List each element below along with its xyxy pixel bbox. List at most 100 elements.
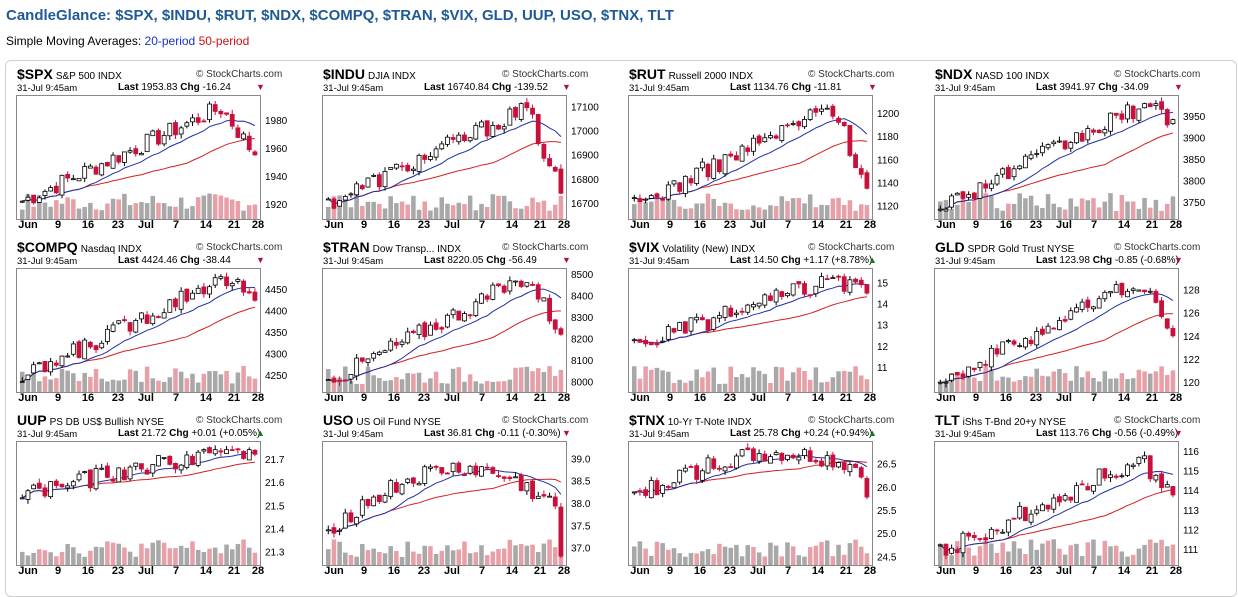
candle xyxy=(376,350,382,356)
candle xyxy=(830,103,836,120)
volume-bar xyxy=(1006,377,1011,392)
candle xyxy=(156,315,161,319)
candle xyxy=(1159,97,1164,114)
candle xyxy=(762,450,768,462)
volume-bar xyxy=(133,203,139,219)
chart-panel-gld[interactable]: GLD SPDR Gold Trust NYSE © StockCharts.com… xyxy=(934,239,1224,410)
volume-bar xyxy=(184,378,190,392)
candle xyxy=(734,453,739,470)
x-tick-label: 7 xyxy=(172,392,180,404)
volume-bar xyxy=(739,209,745,219)
volume-bar xyxy=(1085,542,1091,565)
chart-panel-compq[interactable]: $COMPQ Nasdaq INDX © StockCharts.com 31-Jul… xyxy=(16,239,306,410)
chart-panel-tnx[interactable]: $TNX 10-Yr T-Note INDX © StockCharts.com 31… xyxy=(628,412,918,583)
volume-bar xyxy=(541,200,547,219)
candle xyxy=(994,344,1000,357)
volume-bar xyxy=(796,367,802,392)
volume-bar xyxy=(688,208,694,219)
candle xyxy=(127,147,133,154)
candle xyxy=(122,151,127,166)
candle xyxy=(836,274,841,281)
timestamp: 31-Jul 9:45am xyxy=(17,83,78,94)
volume-bar xyxy=(734,377,739,392)
volume-bar xyxy=(1028,376,1034,392)
candle xyxy=(65,482,71,492)
candle xyxy=(484,463,490,471)
candle xyxy=(745,303,751,315)
candle xyxy=(348,192,354,198)
volume-bar xyxy=(649,369,654,392)
chart-panel-rut[interactable]: $RUT Russell 2000 INDX © StockCharts.com 31… xyxy=(628,66,918,237)
candle xyxy=(1051,493,1057,513)
volume-bar xyxy=(490,194,496,219)
volume-bar xyxy=(207,548,212,565)
volume-bar xyxy=(224,197,229,219)
candle xyxy=(518,279,524,289)
volume-bar xyxy=(535,202,541,219)
volume-bar xyxy=(331,539,337,565)
volume-bar xyxy=(847,371,853,392)
volume-bar xyxy=(1034,368,1040,392)
candle xyxy=(462,472,467,477)
x-tick-label: 9 xyxy=(972,219,980,231)
volume-bar xyxy=(1096,555,1102,565)
down-arrow-icon: ▼ xyxy=(562,428,571,438)
candle xyxy=(960,530,966,558)
down-arrow-icon: ▼ xyxy=(256,255,265,265)
candle xyxy=(428,152,433,162)
candle xyxy=(59,483,65,488)
x-tick-label: 7 xyxy=(1090,392,1098,404)
symbol-name: Volatility (New) INDX xyxy=(662,244,756,255)
candle xyxy=(535,491,541,499)
candle xyxy=(462,131,467,143)
volume-bar xyxy=(360,383,365,392)
candle xyxy=(93,344,99,354)
volume-bar xyxy=(110,198,116,219)
candle xyxy=(1108,291,1113,297)
chart-panel-ndx[interactable]: $NDX NASD 100 INDX © StockCharts.com 31-Jul… xyxy=(934,66,1224,237)
volume-bar xyxy=(819,204,824,219)
candle xyxy=(648,341,654,346)
y-tick-label: 3850 xyxy=(1183,155,1206,166)
volume-bar xyxy=(1062,554,1068,565)
candle xyxy=(530,478,535,502)
volume-bar xyxy=(768,382,773,392)
stockcharts-credit: © StockCharts.com xyxy=(196,242,283,253)
candle xyxy=(677,469,683,485)
volume-bar xyxy=(819,382,824,392)
volume-bar xyxy=(1074,543,1079,565)
y-tick-label: 39.0 xyxy=(571,454,591,465)
candle xyxy=(694,463,700,484)
symbol-name: SPDR Gold Trust NYSE xyxy=(967,244,1075,255)
chart-panel-tlt[interactable]: TLT iShs T-Bnd 20+y NYSE © StockCharts.com… xyxy=(934,412,1224,583)
candle xyxy=(728,305,734,318)
chart-panel-tran[interactable]: $TRAN Dow Transp... INDX © StockCharts.com… xyxy=(322,239,612,410)
candle xyxy=(450,307,456,319)
chart-panel-uso[interactable]: USO US Oil Fund NYSE © StockCharts.com 31-J… xyxy=(322,412,612,583)
last-price: Last 36.81 Chg -0.11 (-0.30%) xyxy=(424,428,561,439)
candle xyxy=(371,173,377,178)
volume-bar xyxy=(496,195,501,219)
volume-bar xyxy=(1130,378,1136,392)
candle xyxy=(190,114,195,127)
chart-panel-spx[interactable]: $SPX S&P 500 INDX © StockCharts.com 31-Jul … xyxy=(16,66,306,237)
chart-panel-indu[interactable]: $INDU DJIA INDX © StockCharts.com 31-Jul 9:… xyxy=(322,66,612,237)
candle xyxy=(751,446,756,463)
volume-bar xyxy=(360,544,365,565)
chart-panel-uup[interactable]: UUP PS DB US$ Bullish NYSE © StockCharts.c… xyxy=(16,412,306,583)
candle xyxy=(524,98,530,112)
candle xyxy=(1136,456,1142,467)
x-tick-label: 7 xyxy=(784,219,792,231)
down-arrow-icon: ▼ xyxy=(868,82,877,92)
volume-bar xyxy=(462,541,467,565)
timestamp: 31-Jul 9:45am xyxy=(323,429,384,440)
candle xyxy=(966,531,972,541)
volume-bar xyxy=(76,380,82,392)
candle xyxy=(819,457,824,468)
candle xyxy=(19,377,25,384)
volume-bar xyxy=(977,546,983,565)
volume-bar xyxy=(1108,193,1113,219)
y-tick-label: 111 xyxy=(1183,545,1199,556)
volume-bar xyxy=(496,549,501,565)
chart-panel-vix[interactable]: $VIX Volatility (New) INDX © StockCharts.c… xyxy=(628,239,918,410)
